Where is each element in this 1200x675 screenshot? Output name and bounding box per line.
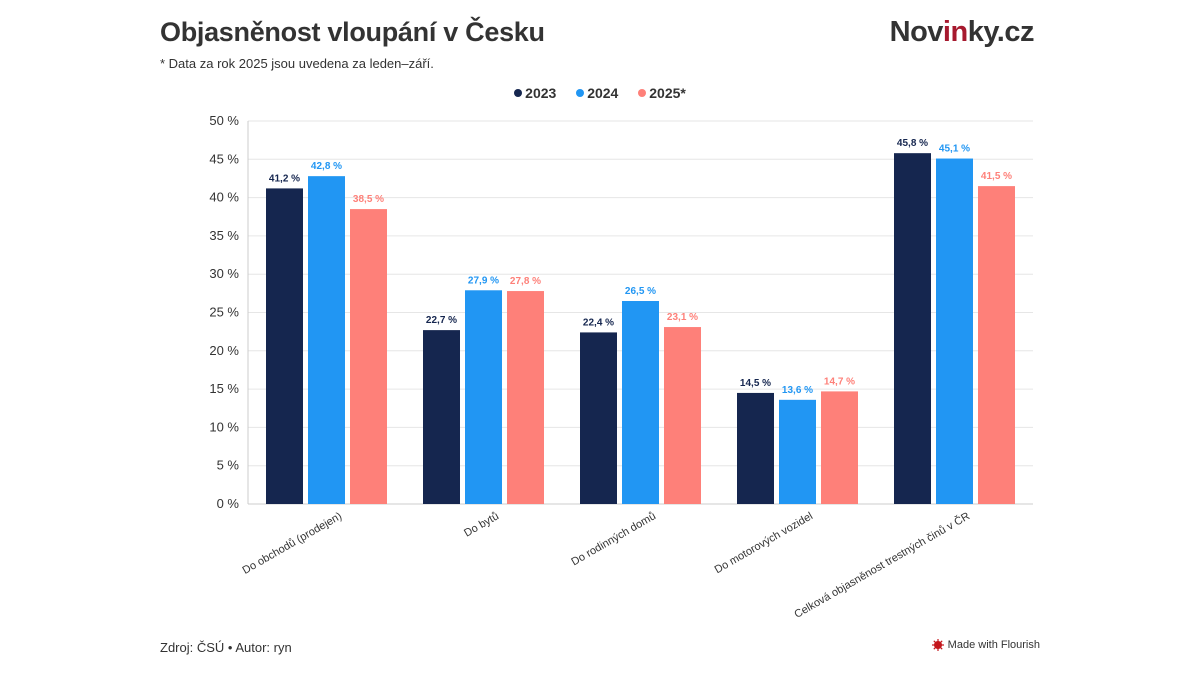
y-tick-label: 35 % xyxy=(209,228,239,243)
data-label: 41,5 % xyxy=(981,171,1012,182)
x-tick-label: Celková objasněnost trestných činů v ČR xyxy=(792,509,972,621)
flourish-label: Made with Flourish xyxy=(947,639,1040,651)
data-label: 42,8 % xyxy=(311,161,342,172)
legend-dot xyxy=(576,89,585,97)
bar-2023-1 xyxy=(423,330,460,504)
bar-2024-3 xyxy=(779,399,816,504)
bar-2023-4 xyxy=(894,153,931,504)
bar-2024-2 xyxy=(622,301,659,504)
data-label: 14,7 % xyxy=(824,376,855,387)
y-tick-label: 5 % xyxy=(217,458,240,473)
x-tick-label: Do motorových vozidel xyxy=(713,510,815,576)
bar-2024-1 xyxy=(465,290,502,504)
source-text: Zdroj: ČSÚ • Autor: ryn xyxy=(160,640,292,655)
x-tick-label: Do rodinných domů xyxy=(569,510,658,568)
chart-subtitle: * Data za rok 2025 jsou uvedena za leden… xyxy=(160,56,434,71)
flourish-credit[interactable]: Made with Flourish xyxy=(931,639,1040,651)
y-tick-label: 20 % xyxy=(209,343,239,358)
data-label: 45,1 % xyxy=(939,144,970,155)
data-label: 26,5 % xyxy=(625,286,656,297)
data-label: 14,5 % xyxy=(740,378,771,389)
y-tick-label: 50 % xyxy=(209,113,239,128)
chart-title: Objasněnost vloupání v Česku xyxy=(160,17,545,47)
legend-item-2023[interactable]: 2023 xyxy=(514,85,556,101)
y-tick-label: 30 % xyxy=(209,266,239,281)
data-label: 41,2 % xyxy=(269,173,300,184)
data-label: 27,8 % xyxy=(510,276,541,287)
data-label: 22,4 % xyxy=(583,317,614,328)
legend-item-2025[interactable]: 2025* xyxy=(638,85,686,101)
bar-2025-1 xyxy=(507,291,544,504)
logo-text-end: ky.cz xyxy=(967,16,1035,48)
data-label: 23,1 % xyxy=(667,312,698,323)
bar-2025-0 xyxy=(350,209,387,504)
legend-label: 2025* xyxy=(649,85,686,101)
legend-label: 2024 xyxy=(587,85,619,101)
logo-accent: in xyxy=(942,16,968,48)
y-tick-label: 40 % xyxy=(209,190,239,205)
data-label: 22,7 % xyxy=(426,315,457,326)
data-label: 38,5 % xyxy=(353,194,384,205)
legend: 2023 2024 2025* xyxy=(0,85,1200,101)
y-tick-label: 10 % xyxy=(209,419,239,434)
data-label: 45,8 % xyxy=(897,138,928,149)
legend-label: 2023 xyxy=(525,85,557,101)
y-tick-label: 15 % xyxy=(209,381,239,396)
x-tick-label: Do bytů xyxy=(462,510,501,539)
y-tick-label: 45 % xyxy=(209,151,239,166)
data-label: 27,9 % xyxy=(468,275,499,286)
novinky-logo: Novinky.cz xyxy=(889,16,1035,49)
legend-dot xyxy=(638,89,647,97)
legend-dot xyxy=(514,89,523,97)
bar-2023-2 xyxy=(580,332,617,504)
data-label: 13,6 % xyxy=(782,385,813,396)
bar-2024-4 xyxy=(936,158,973,504)
y-tick-label: 0 % xyxy=(217,496,240,511)
x-tick-label: Do obchodů (prodejen) xyxy=(241,510,344,577)
bar-2025-3 xyxy=(821,391,858,504)
bar-2023-0 xyxy=(266,188,303,504)
legend-item-2024[interactable]: 2024 xyxy=(576,85,618,101)
bar-2023-3 xyxy=(737,392,774,504)
bar-2024-0 xyxy=(308,176,345,505)
bar-2025-2 xyxy=(664,327,701,504)
logo-text: Nov xyxy=(889,16,944,48)
bar-2025-4 xyxy=(978,186,1015,505)
y-tick-label: 25 % xyxy=(209,305,239,320)
flourish-icon xyxy=(931,639,944,651)
